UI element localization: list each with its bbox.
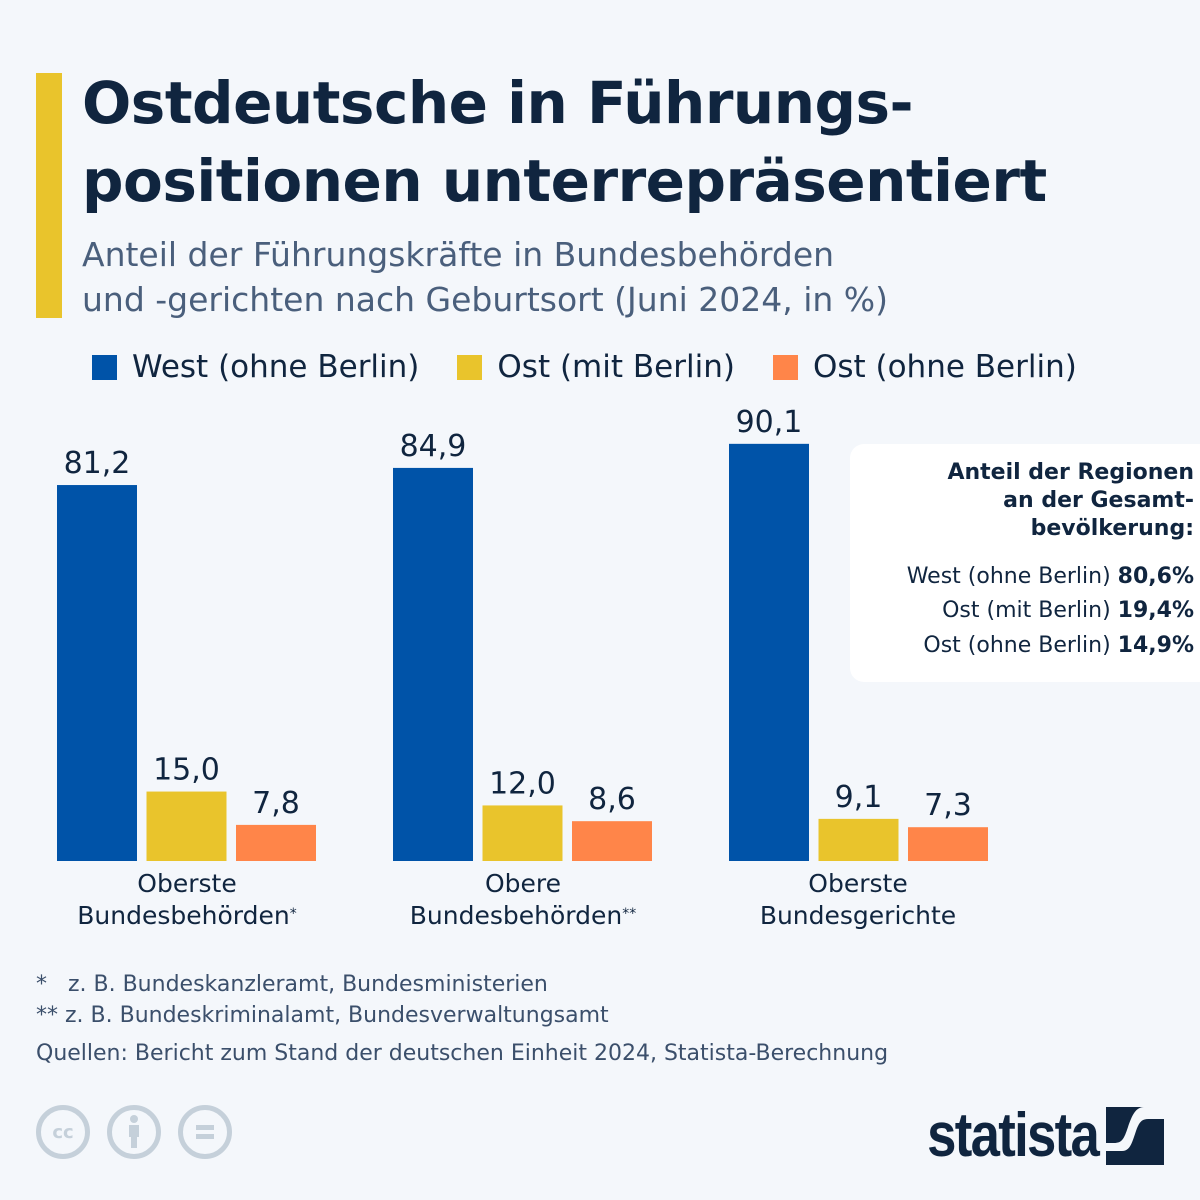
category-label-line-2: Bundesgerichte xyxy=(698,900,1018,932)
page-title: Ostdeutsche in Führungs- positionen unte… xyxy=(82,64,1182,220)
bar-value-label-west-3: 90,1 xyxy=(736,405,803,440)
page-subtitle: Anteil der Führungskräfte in Bundesbehör… xyxy=(82,232,1082,322)
bar-value-label-ost-ohne-berlin-3: 7,3 xyxy=(924,788,972,823)
title-accent-bar xyxy=(36,73,62,318)
bar-chart: 81,2 15,0 7,8 84,9 12,0 8,6 90,1 9,1 7,3 xyxy=(57,405,988,861)
legend-swatch-ost-mit-berlin xyxy=(457,354,483,380)
bar-value-label-ost-mit-berlin-3: 9,1 xyxy=(835,780,883,815)
category-label-text: Bundesbehörden xyxy=(409,901,623,930)
bar-west-2 xyxy=(393,467,473,861)
bar-ost-ohne-berlin-3 xyxy=(908,827,988,861)
category-label-text: Bundesgerichte xyxy=(759,901,957,930)
statista-logo-text: statista xyxy=(927,1101,1100,1170)
bar-value-label-ost-ohne-berlin-1: 7,8 xyxy=(252,786,300,821)
source-note: Quellen: Bericht zum Stand der deutschen… xyxy=(36,1041,889,1066)
population-share-value: 14,9% xyxy=(1117,633,1194,658)
statista-logo[interactable]: statista xyxy=(897,1100,1164,1171)
population-share-value: 19,4% xyxy=(1117,598,1194,623)
population-share-row-ost-mit-berlin: Ost (mit Berlin) 19,4% xyxy=(942,598,1194,623)
legend-label-west: West (ohne Berlin) xyxy=(132,349,420,385)
bar-ost-ohne-berlin-2 xyxy=(572,821,652,861)
population-share-title-line-2: an der Gesamt- xyxy=(1003,488,1194,513)
legend-swatch-ost-ohne-berlin xyxy=(772,354,798,380)
category-label-oberste-bundesgerichte: Oberste Bundesgerichte xyxy=(698,868,1018,932)
cc-icon[interactable]: cc xyxy=(36,1105,90,1159)
legend-item-west: West (ohne Berlin) xyxy=(92,349,419,385)
population-share-box: Anteil der Regionen an der Gesamt- bevöl… xyxy=(850,444,1200,682)
category-label-line-1: Oberste xyxy=(808,869,908,898)
title-line-1: Ostdeutsche in Führungs- xyxy=(82,69,914,137)
legend-item-ost-mit-berlin: Ost (mit Berlin) xyxy=(457,349,735,385)
bar-value-label-west-1: 81,2 xyxy=(64,446,131,481)
cc-icon-text: cc xyxy=(52,1121,74,1143)
statista-wave-icon xyxy=(1106,1106,1164,1151)
category-label-line-1: Oberste xyxy=(137,869,237,898)
person-glyph xyxy=(129,1115,139,1148)
license-icons: cc xyxy=(36,1105,249,1159)
subtitle-line-2: und -gerichten nach Geburtsort (Juni 202… xyxy=(82,280,889,319)
population-share-label: Ost (ohne Berlin) xyxy=(923,633,1111,658)
statista-logo-mark-icon xyxy=(1106,1106,1164,1165)
category-label-oberste-bundesbehoerden: Oberste Bundesbehörden* xyxy=(27,868,347,932)
footnote-1: * z. B. Bundeskanzleramt, Bundesminister… xyxy=(36,972,548,997)
equals-glyph xyxy=(196,1125,214,1139)
legend-item-ost-ohne-berlin: Ost (ohne Berlin) xyxy=(772,349,1077,385)
population-share-row-west: West (ohne Berlin) 80,6% xyxy=(907,564,1194,589)
bar-west-3 xyxy=(729,443,809,861)
population-share-title-line-1: Anteil der Regionen xyxy=(947,460,1194,485)
bar-value-label-west-2: 84,9 xyxy=(400,429,467,464)
chart-legend: West (ohne Berlin) Ost (mit Berlin) Ost … xyxy=(92,349,1115,385)
category-label-line-2: Bundesbehörden** xyxy=(363,900,683,932)
legend-label-ost-mit-berlin: Ost (mit Berlin) xyxy=(497,349,735,385)
category-label-line-2: Bundesbehörden* xyxy=(27,900,347,932)
attribution-icon[interactable] xyxy=(107,1105,161,1159)
population-share-label: West (ohne Berlin) xyxy=(906,564,1111,589)
footnote-marker: * xyxy=(289,906,297,922)
population-share-value: 80,6% xyxy=(1117,564,1194,589)
legend-label-ost-ohne-berlin: Ost (ohne Berlin) xyxy=(812,349,1077,385)
bar-value-label-ost-mit-berlin-1: 15,0 xyxy=(153,753,220,788)
bar-west-1 xyxy=(57,485,137,861)
category-label-line-1: Obere xyxy=(484,869,562,898)
legend-swatch-west xyxy=(92,354,117,380)
population-share-row-ost-ohne-berlin: Ost (ohne Berlin) 14,9% xyxy=(923,633,1194,658)
footnote-marker: ** xyxy=(622,906,637,922)
bar-value-label-ost-ohne-berlin-2: 8,6 xyxy=(588,782,636,817)
bar-ost-mit-berlin-1 xyxy=(146,791,227,861)
title-line-2: positionen unterrepräsentiert xyxy=(82,147,1047,215)
category-label-text: Bundesbehörden xyxy=(77,901,290,930)
population-share-label: Ost (mit Berlin) xyxy=(942,598,1111,623)
bar-ost-mit-berlin-3 xyxy=(818,818,899,861)
bar-value-label-ost-mit-berlin-2: 12,0 xyxy=(489,766,556,801)
bar-ost-ohne-berlin-1 xyxy=(236,824,316,861)
subtitle-line-1: Anteil der Führungskräfte in Bundesbehör… xyxy=(82,235,835,274)
footnote-2: ** z. B. Bundeskriminalamt, Bundesverwal… xyxy=(36,1003,609,1028)
no-derivatives-icon[interactable] xyxy=(178,1105,232,1159)
population-share-title-line-3: bevölkerung: xyxy=(1030,516,1194,541)
population-share-title: Anteil der Regionen an der Gesamt- bevöl… xyxy=(874,459,1194,543)
category-label-obere-bundesbehoerden: Obere Bundesbehörden** xyxy=(363,868,683,932)
bar-ost-mit-berlin-2 xyxy=(482,805,563,861)
